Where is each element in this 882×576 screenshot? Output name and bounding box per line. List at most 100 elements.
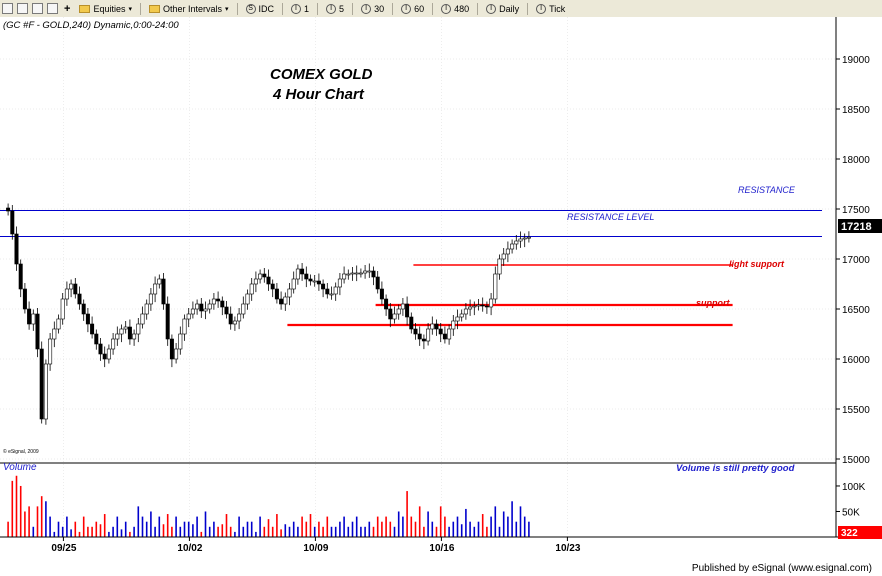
- support-label: support: [696, 298, 730, 308]
- candle-body: [232, 320, 237, 325]
- candle-body: [438, 328, 443, 335]
- candle-body: [405, 303, 410, 318]
- candle-body: [224, 306, 229, 315]
- resistance-label: RESISTANCE: [738, 185, 796, 195]
- interval-button-daily[interactable]: I Daily: [486, 3, 519, 14]
- candle-body: [354, 272, 359, 275]
- price-chart[interactable]: 15000 15500 16000 16500 17000 17500 18000 18500…: [0, 17, 882, 559]
- interval-label: 5: [339, 3, 345, 14]
- interval-icon: I: [486, 3, 497, 14]
- interval-button-idc[interactable]: S IDC: [245, 3, 274, 14]
- candle-body: [119, 328, 124, 335]
- candle-body: [274, 288, 279, 300]
- volume-title: Volume: [3, 462, 37, 473]
- candle-body: [6, 207, 11, 212]
- candle-body: [463, 308, 468, 315]
- equities-label: Equities: [93, 3, 126, 14]
- candle-body: [249, 283, 254, 295]
- candle-body: [426, 328, 431, 342]
- chevron-down-icon: ▾: [225, 5, 229, 13]
- candle-body: [262, 273, 267, 278]
- interval-button-60[interactable]: I 60: [401, 3, 425, 14]
- candle-body: [64, 288, 69, 300]
- candle-body: [522, 237, 527, 240]
- candle-body: [69, 283, 74, 290]
- interval-button-tick[interactable]: I Tick: [536, 3, 566, 14]
- candle-body: [144, 303, 149, 315]
- candle-body: [358, 272, 363, 275]
- candle-body: [459, 313, 464, 318]
- candle-body: [392, 313, 397, 320]
- annotation-lines: [0, 210, 822, 327]
- interval-label: 1: [304, 3, 310, 14]
- interval-icon: I: [401, 3, 412, 14]
- price-tick-label: 16500: [842, 305, 870, 316]
- candle-body: [169, 338, 174, 360]
- candle-body: [279, 298, 284, 305]
- candle-body: [270, 283, 275, 290]
- candle-body: [417, 333, 422, 340]
- volume-annotation: Volume is still pretty good: [676, 463, 795, 474]
- candle-body: [127, 326, 132, 340]
- candle-body: [258, 273, 263, 280]
- symbol-line: (GC #F - GOLD,240) Dynamic,0:00-24:00: [3, 20, 179, 31]
- candle-body: [90, 323, 95, 335]
- last-volume-badge: [838, 526, 882, 539]
- chevron-down-icon: ▾: [128, 5, 132, 13]
- candle-body: [388, 308, 393, 320]
- date-tick-label: 09/25: [51, 543, 76, 554]
- candle-body: [442, 333, 447, 340]
- chart-background: [0, 17, 882, 559]
- candle-body: [308, 278, 313, 282]
- folder-icon: [79, 4, 91, 13]
- candle-body: [321, 283, 326, 290]
- interval-label: Tick: [549, 3, 566, 14]
- grid-icon[interactable]: [47, 3, 58, 14]
- price-tick-label: 17000: [842, 255, 870, 266]
- candle-body: [22, 288, 27, 310]
- chart-title: COMEX GOLD: [270, 66, 373, 83]
- candle-body: [52, 328, 57, 340]
- equities-dropdown[interactable]: Equities ▾: [79, 4, 132, 14]
- candle-body: [526, 236, 531, 239]
- interval-button-30[interactable]: I 30: [361, 3, 384, 14]
- candle-body: [161, 278, 166, 305]
- candle-body: [434, 323, 439, 330]
- candle-body: [153, 283, 158, 295]
- add-icon[interactable]: +: [64, 2, 71, 15]
- candle-body: [497, 258, 502, 275]
- price-tick-label: 18000: [842, 155, 870, 166]
- toolbar-divider: [282, 2, 284, 15]
- candle-body: [18, 263, 23, 290]
- candle-body: [333, 286, 338, 295]
- candle-body: [379, 288, 384, 300]
- candle-body: [220, 300, 225, 308]
- candle-body: [384, 298, 389, 310]
- date-tick-label: 10/16: [429, 543, 454, 554]
- candle-body: [480, 304, 485, 307]
- publisher-credit: Published by eSignal (www.esignal.com): [691, 563, 872, 574]
- candle-body: [39, 348, 44, 420]
- interval-label: 60: [414, 3, 425, 14]
- candle-body: [295, 268, 300, 280]
- candle-body: [73, 283, 78, 295]
- interval-button-480[interactable]: I 480: [441, 3, 469, 14]
- candle-body: [350, 272, 355, 275]
- chart-icon[interactable]: [32, 3, 43, 14]
- candle-body: [501, 253, 506, 260]
- candle-body: [484, 305, 489, 308]
- candle-body: [140, 313, 145, 325]
- candle-body: [510, 243, 515, 250]
- candle-body: [421, 338, 426, 342]
- light-support-label: light support: [729, 259, 785, 269]
- toolbar-divider: [139, 2, 141, 15]
- candle-body: [190, 308, 195, 315]
- other-intervals-dropdown[interactable]: Other Intervals ▾: [148, 4, 229, 14]
- candle-body: [409, 316, 414, 330]
- window-icon[interactable]: [17, 3, 28, 14]
- candle-body: [81, 303, 86, 315]
- resistance-level-label: RESISTANCE LEVEL: [567, 212, 654, 222]
- new-page-icon[interactable]: [2, 3, 13, 14]
